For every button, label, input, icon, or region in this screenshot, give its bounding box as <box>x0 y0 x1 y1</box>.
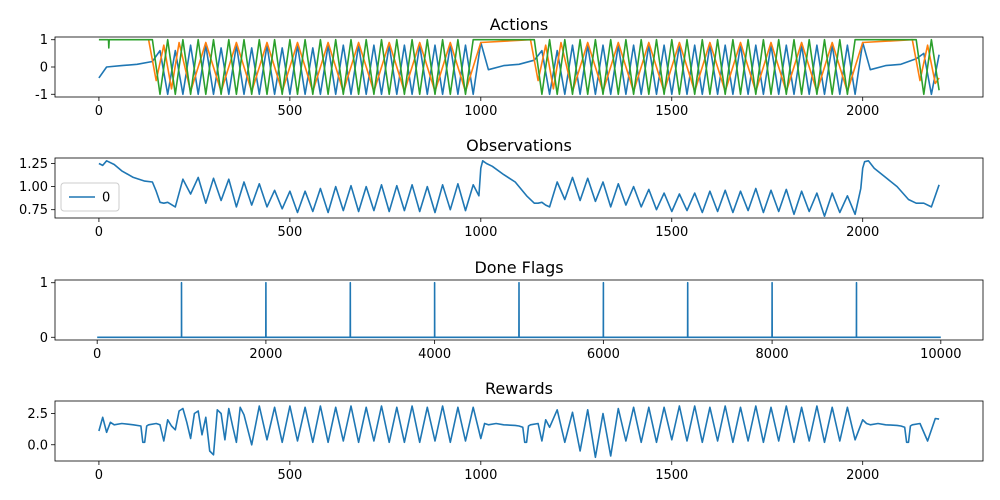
chart-title-1: Observations <box>466 136 572 155</box>
axes-frame-2 <box>54 279 984 341</box>
x-tick-label-0-0: 0 <box>95 104 103 119</box>
x-tick-label-1-4: 2000 <box>846 225 879 240</box>
series-line-0-2 <box>98 38 940 96</box>
x-tick-label-0-3: 1500 <box>655 104 688 119</box>
y-tick-label-1-1: 1.00 <box>19 180 48 195</box>
x-tick-label-3-3: 1500 <box>655 468 688 483</box>
x-tick-label-1-3: 1500 <box>655 225 688 240</box>
x-tick-label-2-4: 8000 <box>756 347 789 362</box>
x-tick-label-1-2: 1000 <box>464 225 497 240</box>
x-tick-label-0-2: 1000 <box>464 104 497 119</box>
chart-title-0: Actions <box>490 15 548 34</box>
x-tick-label-2-0: 0 <box>93 347 101 362</box>
x-tick-label-2-3: 6000 <box>587 347 620 362</box>
x-tick-label-3-4: 2000 <box>846 468 879 483</box>
series-line-2-0 <box>97 281 941 339</box>
y-tick-label-1-0: 1.25 <box>19 157 48 172</box>
y-tick-label-0-0: 1 <box>40 33 48 48</box>
x-tick-label-0-1: 500 <box>277 104 302 119</box>
y-tick-label-2-1: 0 <box>40 331 48 346</box>
chart-title-3: Rewards <box>485 379 553 398</box>
axes-frame-3 <box>54 400 984 462</box>
axes-frame-1 <box>54 157 984 219</box>
chart-title-2: Done Flags <box>474 258 563 277</box>
y-tick-label-0-2: -1 <box>35 88 48 103</box>
series-line-3-0 <box>98 405 940 459</box>
x-tick-label-0-4: 2000 <box>846 104 879 119</box>
legend-label-1: 0 <box>102 191 110 206</box>
x-tick-label-1-0: 0 <box>95 225 103 240</box>
x-tick-label-2-1: 2000 <box>249 347 282 362</box>
y-tick-label-3-1: 0.0 <box>27 438 48 453</box>
x-tick-label-3-1: 500 <box>277 468 302 483</box>
y-tick-label-2-0: 1 <box>40 276 48 291</box>
y-tick-label-3-0: 2.5 <box>27 407 48 422</box>
x-tick-label-2-2: 4000 <box>418 347 451 362</box>
y-tick-label-0-1: 0 <box>40 61 48 76</box>
x-tick-label-3-2: 1000 <box>464 468 497 483</box>
series-line-1-0 <box>98 160 940 217</box>
y-tick-label-1-2: 0.75 <box>19 203 48 218</box>
x-tick-label-3-0: 0 <box>95 468 103 483</box>
series-line-0-0 <box>98 41 940 96</box>
x-tick-label-1-1: 500 <box>277 225 302 240</box>
x-tick-label-2-5: 10000 <box>920 347 961 362</box>
